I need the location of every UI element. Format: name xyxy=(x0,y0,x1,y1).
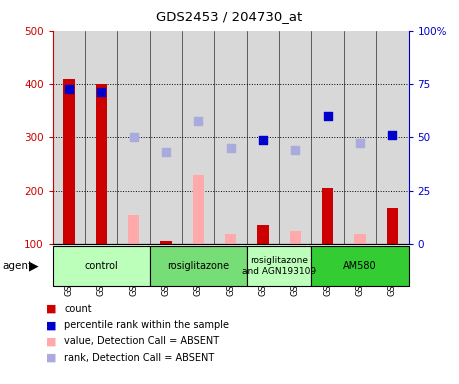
Text: ▶: ▶ xyxy=(29,260,39,272)
Bar xyxy=(150,31,182,244)
Point xyxy=(195,118,202,124)
Point xyxy=(227,145,235,151)
Point xyxy=(324,113,331,119)
Text: count: count xyxy=(64,304,92,314)
Point xyxy=(65,86,73,93)
Text: GDS2453 / 204730_at: GDS2453 / 204730_at xyxy=(157,10,302,23)
Bar xyxy=(53,246,150,286)
Bar xyxy=(63,79,75,244)
Bar xyxy=(290,230,301,244)
Bar xyxy=(386,208,398,244)
Bar xyxy=(376,31,409,244)
Text: control: control xyxy=(84,261,118,271)
Bar xyxy=(160,241,172,244)
Text: rank, Detection Call = ABSENT: rank, Detection Call = ABSENT xyxy=(64,353,214,362)
Bar xyxy=(193,175,204,244)
Bar xyxy=(128,215,139,244)
Text: rosiglitazone
and AGN193109: rosiglitazone and AGN193109 xyxy=(242,256,316,276)
Text: AM580: AM580 xyxy=(343,261,377,271)
Bar xyxy=(279,31,312,244)
Point xyxy=(162,149,170,155)
Bar xyxy=(182,31,214,244)
Text: ■: ■ xyxy=(46,336,56,346)
Bar xyxy=(95,84,107,244)
Bar xyxy=(322,188,333,244)
Point xyxy=(259,137,267,143)
Point xyxy=(356,139,364,146)
Bar xyxy=(85,31,118,244)
Bar xyxy=(257,225,269,244)
Bar xyxy=(118,31,150,244)
Bar xyxy=(225,234,236,244)
Point xyxy=(291,146,299,152)
Point xyxy=(389,132,396,138)
Text: percentile rank within the sample: percentile rank within the sample xyxy=(64,320,229,330)
Point xyxy=(130,134,137,141)
Text: value, Detection Call = ABSENT: value, Detection Call = ABSENT xyxy=(64,336,219,346)
Text: rosiglitazone: rosiglitazone xyxy=(167,261,230,271)
Text: ■: ■ xyxy=(46,320,56,330)
Text: ■: ■ xyxy=(46,304,56,314)
Bar xyxy=(214,31,247,244)
Bar xyxy=(344,31,376,244)
Text: agent: agent xyxy=(2,261,33,271)
Bar xyxy=(247,246,312,286)
Point xyxy=(98,89,105,95)
Bar xyxy=(247,31,279,244)
Bar xyxy=(312,246,409,286)
Bar xyxy=(312,31,344,244)
Bar xyxy=(53,31,85,244)
Text: ■: ■ xyxy=(46,353,56,362)
Bar xyxy=(354,234,366,244)
Bar xyxy=(150,246,247,286)
